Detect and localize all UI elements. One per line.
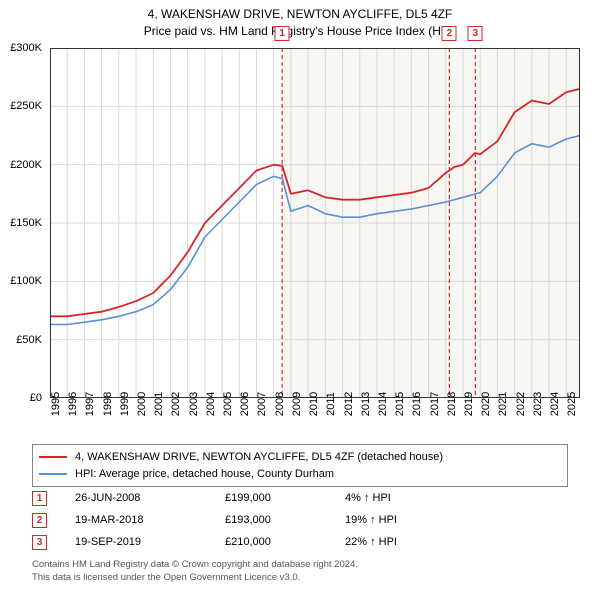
- marker-price-2: £193,000: [225, 514, 345, 526]
- chart-marker-badge-3: 3: [468, 26, 483, 41]
- title-line-2: Price paid vs. HM Land Registry's House …: [0, 23, 600, 40]
- x-tick-label: 2012: [343, 392, 355, 416]
- page-root: 4, WAKENSHAW DRIVE, NEWTON AYCLIFFE, DL5…: [0, 0, 600, 590]
- y-tick-label: £50K: [16, 334, 42, 346]
- x-tick-label: 2022: [515, 392, 527, 416]
- y-axis-labels: £0£50K£100K£150K£200K£250K£300K: [0, 48, 45, 398]
- x-tick-label: 2003: [188, 392, 200, 416]
- x-tick-label: 2017: [429, 392, 441, 416]
- x-tick-label: 2014: [377, 392, 389, 416]
- x-tick-label: 2013: [360, 392, 372, 416]
- legend-box: 4, WAKENSHAW DRIVE, NEWTON AYCLIFFE, DL5…: [32, 444, 568, 487]
- y-tick-label: £150K: [10, 217, 42, 229]
- x-tick-label: 2025: [566, 392, 578, 416]
- marker-date-1: 26-JUN-2008: [75, 492, 225, 504]
- x-tick-label: 1997: [84, 392, 96, 416]
- y-tick-label: £100K: [10, 275, 42, 287]
- x-tick-label: 2004: [205, 392, 217, 416]
- x-tick-label: 2009: [291, 392, 303, 416]
- marker-date-2: 19-MAR-2018: [75, 514, 225, 526]
- x-tick-label: 2010: [308, 392, 320, 416]
- x-tick-label: 2008: [274, 392, 286, 416]
- legend-label-property: 4, WAKENSHAW DRIVE, NEWTON AYCLIFFE, DL5…: [75, 449, 443, 466]
- marker-date-3: 19-SEP-2019: [75, 536, 225, 548]
- x-tick-label: 2015: [394, 392, 406, 416]
- legend-row-hpi: HPI: Average price, detached house, Coun…: [39, 466, 561, 483]
- footer-line-2: This data is licensed under the Open Gov…: [32, 572, 568, 584]
- y-tick-label: £0: [30, 392, 42, 404]
- x-tick-label: 1995: [50, 392, 62, 416]
- legend-swatch-property: [39, 456, 67, 458]
- x-tick-label: 2023: [532, 392, 544, 416]
- marker-badge-1: 1: [32, 491, 47, 506]
- x-tick-label: 1998: [102, 392, 114, 416]
- y-tick-label: £250K: [10, 100, 42, 112]
- footer-attribution: Contains HM Land Registry data © Crown c…: [32, 559, 568, 584]
- marker-delta-1: 4% ↑ HPI: [345, 492, 465, 504]
- marker-price-3: £210,000: [225, 536, 345, 548]
- x-tick-label: 2020: [480, 392, 492, 416]
- marker-price-1: £199,000: [225, 492, 345, 504]
- x-tick-label: 2021: [497, 392, 509, 416]
- x-tick-label: 2007: [256, 392, 268, 416]
- marker-badge-2: 2: [32, 513, 47, 528]
- marker-delta-3: 22% ↑ HPI: [345, 536, 465, 548]
- legend-label-hpi: HPI: Average price, detached house, Coun…: [75, 466, 334, 483]
- footer-line-1: Contains HM Land Registry data © Crown c…: [32, 559, 568, 571]
- chart-area: £0£50K£100K£150K£200K£250K£300K 19951996…: [50, 48, 580, 398]
- x-tick-label: 2011: [325, 392, 337, 416]
- marker-row-2: 2 19-MAR-2018 £193,000 19% ↑ HPI: [32, 509, 568, 531]
- x-tick-label: 2016: [411, 392, 423, 416]
- marker-row-1: 1 26-JUN-2008 £199,000 4% ↑ HPI: [32, 487, 568, 509]
- marker-row-3: 3 19-SEP-2019 £210,000 22% ↑ HPI: [32, 531, 568, 553]
- chart-marker-badge-2: 2: [442, 26, 457, 41]
- chart-svg: [50, 48, 580, 398]
- x-tick-label: 2000: [136, 392, 148, 416]
- x-tick-label: 2001: [153, 392, 165, 416]
- marker-table: 1 26-JUN-2008 £199,000 4% ↑ HPI 2 19-MAR…: [32, 487, 568, 553]
- title-line-1: 4, WAKENSHAW DRIVE, NEWTON AYCLIFFE, DL5…: [0, 6, 600, 23]
- chart-marker-badge-1: 1: [275, 26, 290, 41]
- x-tick-label: 2005: [222, 392, 234, 416]
- x-tick-label: 2006: [239, 392, 251, 416]
- y-tick-label: £200K: [10, 159, 42, 171]
- x-tick-label: 1996: [67, 392, 79, 416]
- x-tick-label: 2002: [170, 392, 182, 416]
- x-tick-label: 2018: [446, 392, 458, 416]
- x-tick-label: 2019: [463, 392, 475, 416]
- legend-swatch-hpi: [39, 473, 67, 475]
- y-tick-label: £300K: [10, 42, 42, 54]
- x-tick-label: 1999: [119, 392, 131, 416]
- legend-row-property: 4, WAKENSHAW DRIVE, NEWTON AYCLIFFE, DL5…: [39, 449, 561, 466]
- marker-delta-2: 19% ↑ HPI: [345, 514, 465, 526]
- x-tick-label: 2024: [549, 392, 561, 416]
- chart-title-block: 4, WAKENSHAW DRIVE, NEWTON AYCLIFFE, DL5…: [0, 0, 600, 40]
- marker-badge-3: 3: [32, 535, 47, 550]
- x-axis-labels: 1995199619971998199920002001200220032004…: [50, 400, 580, 440]
